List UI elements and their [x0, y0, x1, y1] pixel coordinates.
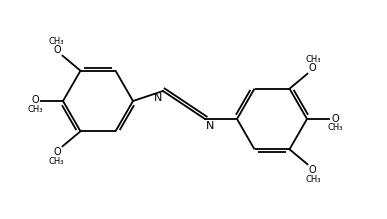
Text: O: O [31, 95, 39, 105]
Text: CH₃: CH₃ [327, 124, 343, 132]
Text: CH₃: CH₃ [306, 55, 321, 64]
Text: O: O [309, 165, 316, 175]
Text: CH₃: CH₃ [306, 175, 321, 184]
Text: O: O [309, 63, 316, 73]
Text: CH₃: CH₃ [49, 157, 64, 166]
Text: O: O [54, 45, 61, 55]
Text: N: N [206, 121, 214, 131]
Text: CH₃: CH₃ [27, 104, 43, 113]
Text: O: O [54, 147, 61, 157]
Text: CH₃: CH₃ [49, 37, 64, 46]
Text: O: O [331, 114, 339, 124]
Text: N: N [154, 93, 162, 103]
